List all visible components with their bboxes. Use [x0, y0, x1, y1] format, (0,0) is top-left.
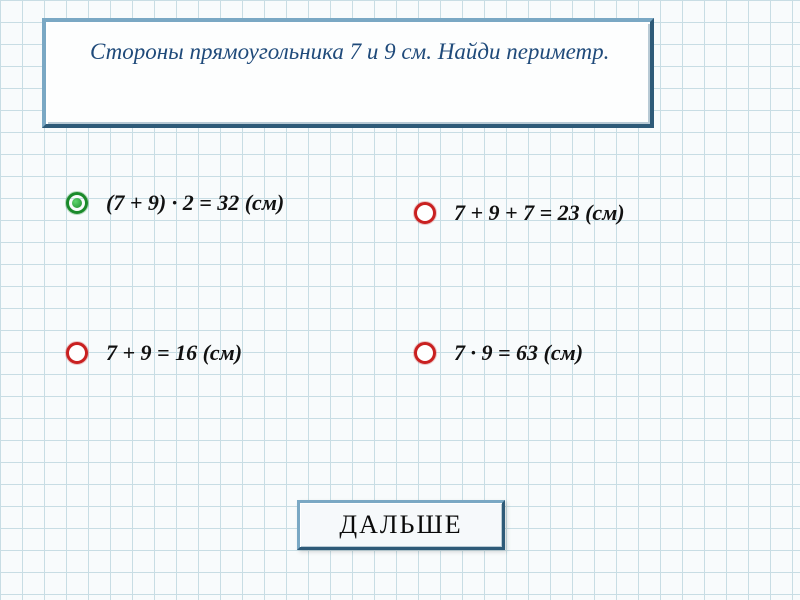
- radio-incorrect-icon: [414, 202, 436, 224]
- radio-correct-icon: [66, 192, 88, 214]
- option-c-label: 7 + 9 = 16 (см): [106, 340, 242, 366]
- option-d[interactable]: 7 · 9 = 63 (см): [414, 340, 583, 366]
- question-frame: Стороны прямоугольника 7 и 9 см. Найди п…: [42, 18, 654, 128]
- option-c[interactable]: 7 + 9 = 16 (см): [66, 340, 242, 366]
- next-button-label: ДАЛЬШЕ: [339, 510, 462, 540]
- option-b-label: 7 + 9 + 7 = 23 (см): [454, 200, 625, 226]
- next-button[interactable]: ДАЛЬШЕ: [297, 500, 505, 550]
- option-d-label: 7 · 9 = 63 (см): [454, 340, 583, 366]
- option-a-label: (7 + 9) · 2 = 32 (см): [106, 190, 284, 216]
- question-text: Стороны прямоугольника 7 и 9 см. Найди п…: [90, 36, 626, 67]
- option-a[interactable]: (7 + 9) · 2 = 32 (см): [66, 190, 284, 216]
- radio-incorrect-icon: [414, 342, 436, 364]
- radio-incorrect-icon: [66, 342, 88, 364]
- option-b[interactable]: 7 + 9 + 7 = 23 (см): [414, 200, 625, 226]
